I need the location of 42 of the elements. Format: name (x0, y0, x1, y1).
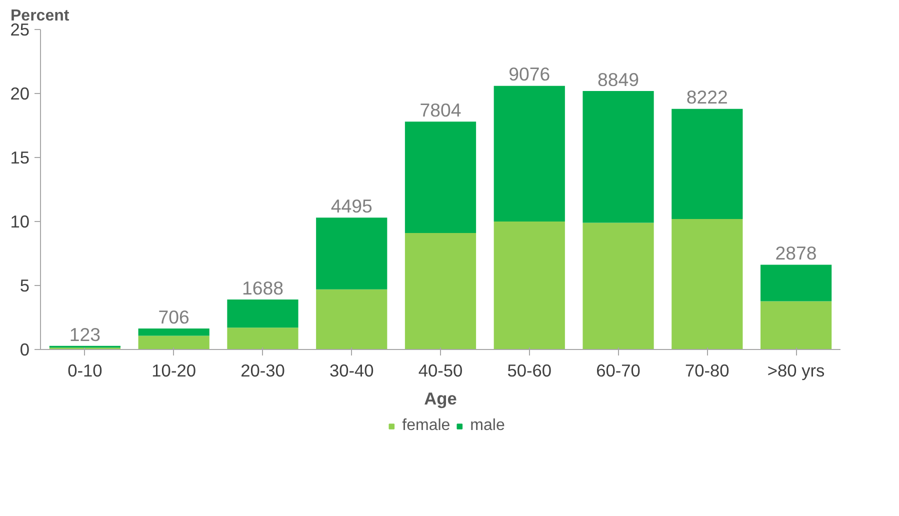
x-tick-label: 30-40 (329, 360, 374, 380)
bar (760, 301, 832, 350)
bar (672, 218, 743, 350)
y-tick-label: 10 (10, 212, 30, 232)
x-tick-label: 0-10 (68, 360, 102, 380)
annotation: 706 (158, 306, 190, 328)
bar (672, 108, 743, 219)
y-tick-label: 20 (10, 84, 30, 104)
y-tick-label: 15 (10, 148, 30, 168)
x-tick-label: 60-70 (596, 360, 640, 380)
x-tick-label: 40-50 (418, 360, 463, 380)
annotation: 9076 (508, 64, 550, 85)
bar (404, 122, 476, 234)
x-tick-label: 50-60 (507, 360, 552, 380)
bar (138, 328, 210, 336)
bar (316, 218, 388, 290)
bar (494, 222, 565, 350)
legend-label: female (402, 417, 450, 435)
x-axis-title: Age (424, 388, 458, 408)
y-tick-label: 5 (20, 276, 30, 296)
x-tick-label: 10-20 (152, 360, 196, 380)
x-tick-label: >80 yrs (767, 360, 826, 380)
bar (494, 86, 565, 222)
annotation: 8849 (598, 68, 640, 90)
bar (582, 222, 654, 350)
annotation: 4495 (330, 196, 372, 217)
annotation: 8222 (686, 86, 728, 108)
x-tick-label: 20-30 (240, 360, 285, 380)
bar (582, 90, 654, 223)
bar (138, 336, 210, 350)
bar (227, 299, 298, 328)
annotation: 2878 (775, 242, 817, 264)
y-tick-label: 0 (20, 340, 30, 360)
annotation: 1688 (242, 277, 284, 298)
bar (316, 289, 388, 350)
annotation: 123 (69, 324, 101, 345)
x-tick-label: 70-80 (685, 360, 730, 380)
annotation: 7804 (420, 100, 462, 121)
bar (404, 233, 476, 350)
bar (227, 328, 298, 350)
bar (760, 264, 832, 302)
legend-label: male (470, 417, 505, 435)
